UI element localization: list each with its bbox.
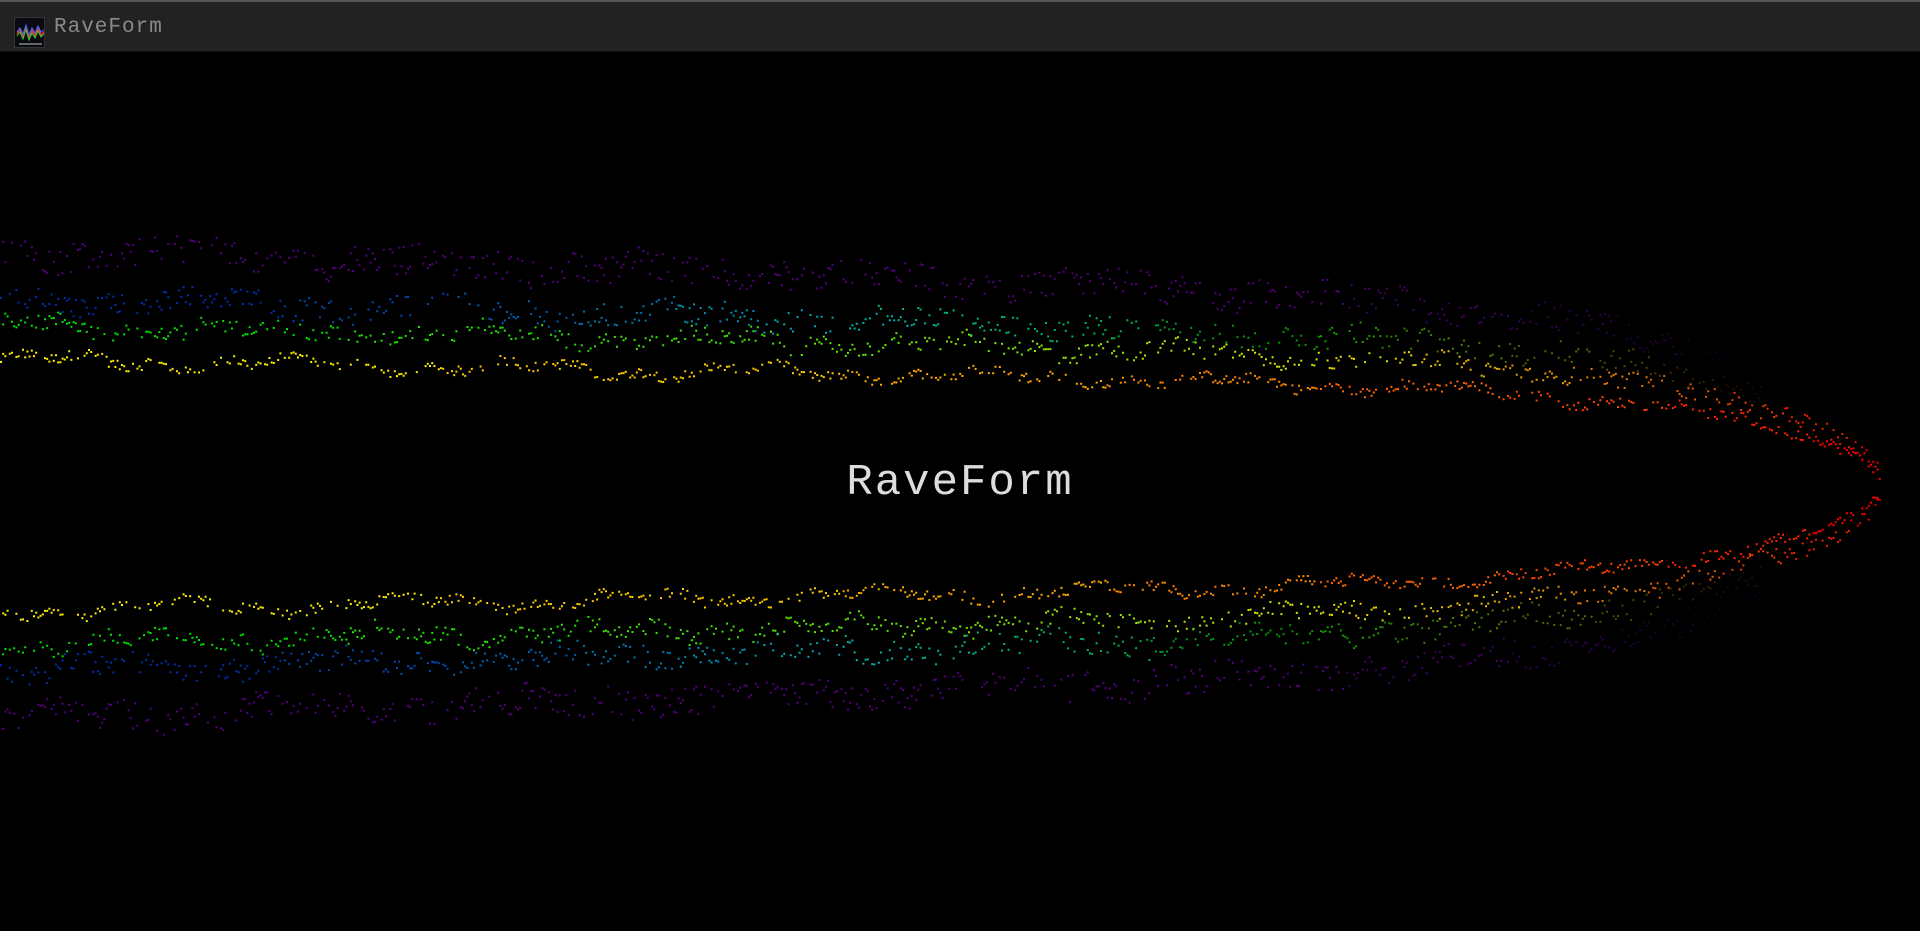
- wave-dots: [1850, 441, 1881, 527]
- wave-dots: [1346, 284, 1509, 688]
- icon-art: [16, 23, 44, 45]
- waveform: [0, 235, 1881, 736]
- wave-dots: [1812, 435, 1879, 535]
- visualizer-title: RaveForm: [846, 458, 1074, 508]
- visualizer: [0, 52, 1920, 926]
- title-bar: RaveForm: [0, 0, 1920, 52]
- app-icon: [14, 17, 45, 48]
- wave-dots: [1502, 390, 1663, 580]
- app-title: RaveForm: [54, 16, 163, 39]
- wave-dots: [1698, 341, 1760, 625]
